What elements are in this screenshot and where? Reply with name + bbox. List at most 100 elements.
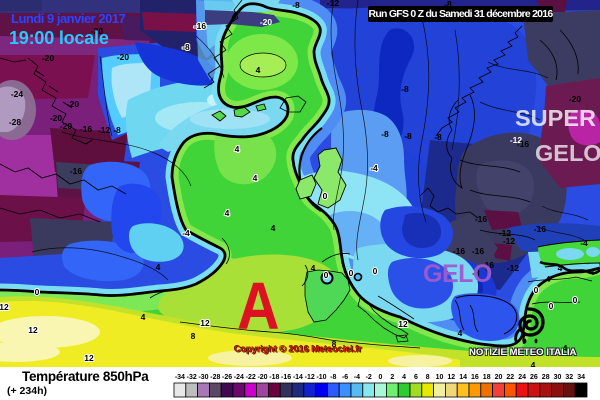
svg-text:8: 8 bbox=[332, 339, 337, 349]
svg-text:-20: -20 bbox=[257, 374, 267, 381]
svg-text:-16: -16 bbox=[472, 246, 485, 256]
svg-text:12: 12 bbox=[0, 302, 9, 312]
svg-text:-24: -24 bbox=[234, 374, 244, 381]
svg-text:4: 4 bbox=[271, 223, 276, 233]
svg-text:-26: -26 bbox=[222, 374, 232, 381]
svg-text:-16: -16 bbox=[517, 139, 530, 149]
svg-text:-8: -8 bbox=[330, 374, 336, 381]
svg-text:-16: -16 bbox=[80, 124, 93, 134]
svg-text:-28: -28 bbox=[9, 117, 22, 127]
svg-text:-20: -20 bbox=[117, 52, 130, 62]
svg-text:-20: -20 bbox=[60, 121, 73, 131]
svg-text:-12: -12 bbox=[499, 228, 512, 238]
svg-text:0: 0 bbox=[323, 191, 328, 201]
svg-text:28: 28 bbox=[542, 374, 550, 381]
svg-text:-34: -34 bbox=[175, 374, 185, 381]
svg-text:24: 24 bbox=[518, 374, 526, 381]
svg-text:-8: -8 bbox=[182, 42, 190, 52]
svg-text:4: 4 bbox=[402, 374, 406, 381]
svg-text:-8: -8 bbox=[113, 125, 121, 135]
svg-text:-12: -12 bbox=[327, 0, 340, 8]
svg-text:-6: -6 bbox=[342, 374, 348, 381]
svg-text:-20: -20 bbox=[42, 53, 55, 63]
svg-text:10: 10 bbox=[436, 374, 444, 381]
svg-text:-28: -28 bbox=[210, 374, 220, 381]
svg-text:-4: -4 bbox=[354, 374, 360, 381]
svg-text:-12: -12 bbox=[98, 125, 111, 135]
svg-text:0: 0 bbox=[349, 268, 354, 278]
svg-text:18: 18 bbox=[483, 374, 491, 381]
svg-text:-2: -2 bbox=[366, 374, 372, 381]
svg-text:12: 12 bbox=[447, 374, 455, 381]
svg-text:30: 30 bbox=[554, 374, 562, 381]
svg-text:-16: -16 bbox=[194, 21, 207, 31]
svg-text:-20: -20 bbox=[569, 94, 582, 104]
svg-text:-20: -20 bbox=[50, 113, 63, 123]
svg-text:0: 0 bbox=[379, 374, 383, 381]
svg-text:4: 4 bbox=[311, 263, 316, 273]
svg-text:4: 4 bbox=[256, 65, 261, 75]
svg-text:-8: -8 bbox=[381, 129, 389, 139]
svg-text:-16: -16 bbox=[453, 246, 466, 256]
svg-text:12: 12 bbox=[200, 318, 210, 328]
svg-text:-12: -12 bbox=[507, 263, 520, 273]
svg-text:26: 26 bbox=[530, 374, 538, 381]
svg-text:-8: -8 bbox=[434, 132, 442, 142]
svg-text:-8: -8 bbox=[444, 0, 452, 9]
svg-text:0: 0 bbox=[35, 287, 40, 297]
svg-text:0: 0 bbox=[573, 295, 578, 305]
svg-text:-4: -4 bbox=[182, 228, 190, 238]
svg-text:4: 4 bbox=[235, 144, 240, 154]
svg-text:8: 8 bbox=[426, 374, 430, 381]
svg-text:12: 12 bbox=[84, 353, 94, 363]
svg-text:-16: -16 bbox=[475, 214, 488, 224]
svg-text:-10: -10 bbox=[316, 374, 326, 381]
svg-text:4: 4 bbox=[141, 312, 146, 322]
svg-text:-16: -16 bbox=[70, 166, 83, 176]
svg-text:16: 16 bbox=[471, 374, 479, 381]
svg-text:6: 6 bbox=[414, 374, 418, 381]
svg-text:0: 0 bbox=[373, 266, 378, 276]
svg-text:4: 4 bbox=[232, 11, 237, 21]
svg-text:32: 32 bbox=[565, 374, 573, 381]
svg-text:-12: -12 bbox=[503, 236, 516, 246]
svg-text:4: 4 bbox=[531, 360, 536, 367]
svg-text:4: 4 bbox=[590, 267, 595, 277]
svg-text:4: 4 bbox=[546, 274, 551, 284]
svg-text:-24: -24 bbox=[11, 89, 24, 99]
svg-text:-14: -14 bbox=[293, 374, 303, 381]
svg-text:8: 8 bbox=[191, 331, 196, 341]
svg-text:-20: -20 bbox=[91, 26, 104, 36]
svg-text:0: 0 bbox=[324, 270, 329, 280]
svg-text:0: 0 bbox=[534, 285, 539, 295]
svg-text:4: 4 bbox=[558, 263, 563, 273]
svg-text:22: 22 bbox=[506, 374, 514, 381]
svg-text:-32: -32 bbox=[187, 374, 197, 381]
svg-text:4: 4 bbox=[225, 208, 230, 218]
svg-text:-8: -8 bbox=[401, 84, 409, 94]
svg-text:4: 4 bbox=[253, 173, 258, 183]
svg-text:12: 12 bbox=[398, 319, 408, 329]
svg-text:-8: -8 bbox=[404, 131, 412, 141]
svg-text:12: 12 bbox=[28, 325, 38, 335]
svg-text:-18: -18 bbox=[269, 374, 279, 381]
svg-text:4: 4 bbox=[458, 328, 463, 338]
svg-text:20: 20 bbox=[495, 374, 503, 381]
svg-text:34: 34 bbox=[577, 374, 585, 381]
svg-text:-16: -16 bbox=[534, 224, 547, 234]
svg-text:2: 2 bbox=[390, 374, 394, 381]
svg-text:-30: -30 bbox=[198, 374, 208, 381]
svg-text:-16: -16 bbox=[281, 374, 291, 381]
svg-text:-4: -4 bbox=[370, 163, 378, 173]
svg-text:0: 0 bbox=[549, 301, 554, 311]
svg-text:-20: -20 bbox=[67, 99, 80, 109]
svg-text:-20: -20 bbox=[260, 17, 273, 27]
svg-text:4: 4 bbox=[563, 343, 568, 353]
svg-text:-8: -8 bbox=[292, 0, 300, 10]
svg-text:14: 14 bbox=[459, 374, 467, 381]
svg-text:-22: -22 bbox=[246, 374, 256, 381]
svg-text:4: 4 bbox=[156, 262, 161, 272]
svg-text:-8: -8 bbox=[472, 268, 480, 278]
svg-text:-12: -12 bbox=[510, 135, 523, 145]
svg-text:-4: -4 bbox=[580, 238, 588, 248]
